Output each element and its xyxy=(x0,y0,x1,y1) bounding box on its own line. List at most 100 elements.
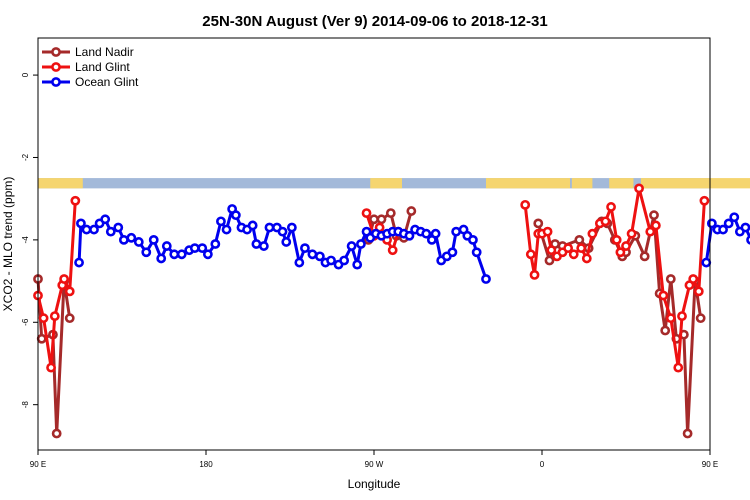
data-point-ocean-glint xyxy=(281,237,292,247)
data-point-ocean-glint xyxy=(197,243,208,254)
data-point-land-nadir xyxy=(369,214,379,225)
data-point-land-nadir xyxy=(639,251,650,262)
data-point-land-glint xyxy=(38,313,49,324)
data-point-ocean-glint xyxy=(176,249,187,260)
land-band-segment xyxy=(571,178,593,189)
y-tick-label: -4 xyxy=(21,236,30,244)
legend-label: Ocean Glint xyxy=(75,75,139,89)
data-point-land-glint xyxy=(688,274,699,284)
data-point-ocean-glint xyxy=(430,228,441,239)
data-point-ocean-glint xyxy=(746,235,750,245)
data-point-ocean-glint xyxy=(81,224,92,235)
x-tick-label: 90 E xyxy=(30,460,46,469)
data-point-ocean-glint xyxy=(307,249,318,260)
data-point-land-glint xyxy=(520,199,531,210)
x-tick-label: 90 E xyxy=(702,460,718,469)
data-point-land-glint xyxy=(615,247,626,258)
data-point-land-glint xyxy=(568,249,579,260)
data-point-ocean-glint xyxy=(740,222,750,233)
legend-marker xyxy=(51,47,61,57)
data-point-land-glint xyxy=(626,228,637,239)
data-point-ocean-glint xyxy=(76,218,86,229)
x-axis-label: Longitude xyxy=(348,477,401,491)
data-point-ocean-glint xyxy=(339,255,350,266)
data-point-ocean-glint xyxy=(286,222,297,233)
data-point-ocean-glint xyxy=(326,255,336,266)
data-point-land-glint xyxy=(525,249,536,260)
legend-marker xyxy=(51,62,61,72)
data-point-ocean-glint xyxy=(202,249,213,260)
data-point-land-glint xyxy=(576,243,587,254)
data-point-land-glint xyxy=(634,183,644,194)
legend-item-land-glint: Land Glint xyxy=(42,60,130,74)
data-point-land-nadir xyxy=(533,218,544,229)
data-point-ocean-glint xyxy=(356,239,366,249)
data-point-ocean-glint xyxy=(100,214,111,225)
land-band-segment xyxy=(370,178,402,189)
legend-item-land-nadir: Land Nadir xyxy=(42,45,134,59)
data-point-ocean-glint xyxy=(216,216,226,227)
data-point-land-glint xyxy=(665,313,676,324)
data-point-land-glint xyxy=(693,286,704,297)
data-point-ocean-glint xyxy=(118,234,129,245)
data-point-land-nadir xyxy=(682,428,693,439)
data-point-land-glint xyxy=(677,311,687,321)
x-tick-label: 0 xyxy=(540,460,545,469)
y-axis: 0 -2 -4 -6 -8 xyxy=(21,72,38,408)
data-point-ocean-glint xyxy=(156,253,167,264)
data-point-land-glint xyxy=(542,226,553,237)
data-point-land-glint xyxy=(600,216,611,227)
y-tick-label: -2 xyxy=(21,153,30,161)
data-point-ocean-glint xyxy=(141,247,152,258)
land-band-segment xyxy=(609,178,634,189)
data-point-land-nadir xyxy=(695,313,706,324)
data-point-ocean-glint xyxy=(210,239,221,249)
data-point-land-glint xyxy=(611,234,622,245)
data-point-land-glint xyxy=(621,241,631,251)
data-point-land-glint xyxy=(650,220,661,231)
data-point-land-glint xyxy=(673,362,684,373)
data-point-land-nadir xyxy=(406,206,417,216)
x-axis: 90 E 180 90 W 0 90 E xyxy=(30,450,718,469)
data-point-ocean-glint xyxy=(701,257,712,268)
data-point-ocean-glint xyxy=(169,249,180,260)
data-point-land-glint xyxy=(46,362,56,373)
data-point-land-glint xyxy=(64,286,75,297)
y-tick-label: 0 xyxy=(21,72,30,77)
data-point-land-nadir xyxy=(649,210,659,221)
data-point-ocean-glint xyxy=(277,226,288,237)
data-point-land-glint xyxy=(49,311,60,321)
data-point-land-nadir xyxy=(574,234,585,245)
series-ocean-glint xyxy=(74,204,750,284)
data-point-land-nadir xyxy=(544,255,555,266)
data-point-ocean-glint xyxy=(447,247,458,258)
plot-series xyxy=(33,183,750,439)
x-tick-label: 180 xyxy=(199,460,213,469)
data-point-land-glint xyxy=(587,228,598,239)
data-point-ocean-glint xyxy=(258,241,269,251)
data-point-ocean-glint xyxy=(189,243,200,254)
data-point-land-glint xyxy=(699,195,710,206)
data-point-ocean-glint xyxy=(314,251,325,262)
data-point-ocean-glint xyxy=(481,274,491,284)
data-point-ocean-glint xyxy=(247,220,258,231)
data-point-land-glint xyxy=(606,202,616,212)
data-point-land-glint xyxy=(563,243,574,254)
data-point-ocean-glint xyxy=(126,232,137,243)
land-ocean-band xyxy=(38,178,750,189)
data-point-ocean-glint xyxy=(74,257,84,268)
land-band-segment xyxy=(640,178,750,189)
data-point-ocean-glint xyxy=(300,243,310,254)
legend-label: Land Nadir xyxy=(75,45,134,59)
data-point-ocean-glint xyxy=(113,222,124,233)
data-point-ocean-glint xyxy=(161,241,172,251)
data-point-ocean-glint xyxy=(105,226,116,237)
y-axis-label: XCO2 - MLO trend (ppm) xyxy=(1,177,15,312)
data-point-ocean-glint xyxy=(729,212,740,223)
legend-marker xyxy=(51,77,61,87)
data-point-ocean-glint xyxy=(346,241,357,251)
data-point-ocean-glint xyxy=(451,226,462,237)
chart-title: 25N-30N August (Ver 9) 2014-09-06 to 201… xyxy=(202,13,547,30)
